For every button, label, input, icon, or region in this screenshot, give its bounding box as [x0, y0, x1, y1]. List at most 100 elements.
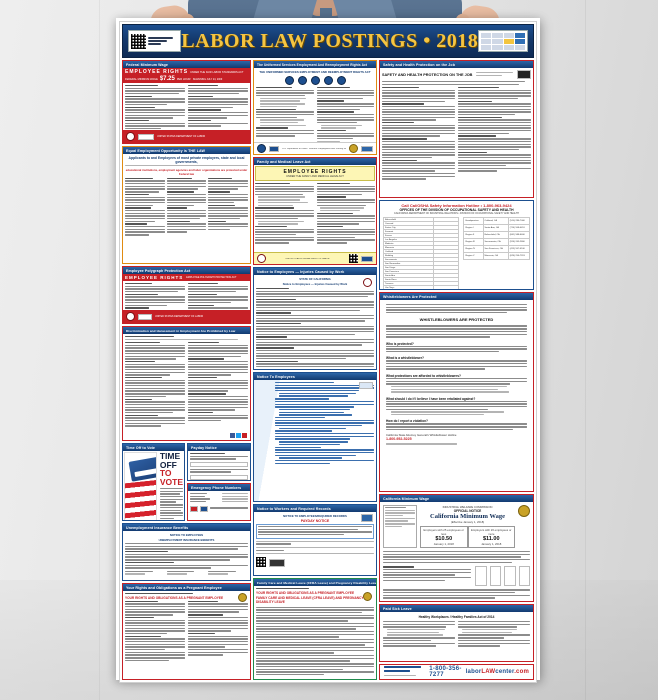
revision-table-badge [478, 30, 528, 52]
employee-rights-banner: EMPLOYEE RIGHTS [125, 69, 189, 75]
section-pregnant-employee-rights[interactable]: Your Rights and Obligations as a Pregnan… [122, 583, 251, 680]
region-phone: (626) 256-7913 [507, 252, 531, 260]
district-office-detail [432, 285, 460, 289]
cfra-subtitle-1: YOUR RIGHTS AND OBLIGATIONS AS A PREGNAN… [256, 590, 355, 595]
official-notice-heading: OFFICIAL NOTICE [453, 509, 482, 513]
wall-seam [99, 0, 100, 700]
section-calosha-district-offices[interactable]: Call Cal/OSHA Safety Information Hotline… [379, 200, 534, 290]
company-logo [384, 665, 422, 677]
section-paid-sick-leave[interactable]: Paid Sick Leave Healthy Workplaces / Hea… [379, 604, 534, 662]
minimum-wage-effective: (Effective January 1, 2018) [450, 520, 485, 524]
section-unemployment-insurance-benefits[interactable]: Unemployment Insurance Benefits NOTICE T… [122, 523, 251, 581]
marines-seal-icon [310, 76, 320, 85]
section-title: Notice To Employees [254, 373, 376, 380]
section-whistleblowers-are-protected[interactable]: Whistleblowers Are Protected WHISTLEBLOW… [379, 292, 534, 492]
section-notice-to-workers-records[interactable]: Notice to Workers and Required Records N… [253, 504, 377, 576]
eeo-subtitle-2: educational institutions, employment age… [125, 167, 248, 176]
footer-url[interactable]: laborLAWcenter.com [465, 668, 529, 675]
fmla-footer: UNITED STATES DEPARTMENT OF LABOR [285, 257, 330, 260]
region-name: Region I [463, 224, 484, 232]
army-seal-icon [284, 76, 294, 85]
district-office-row: Van Nuys [383, 285, 460, 289]
dol-seal-icon [126, 312, 135, 321]
section-title: Time Off to Vote [123, 444, 184, 451]
eeo-subtitle: Applicants to and Employees of most priv… [128, 156, 245, 164]
calosha-subtitle-2: CALIFORNIA DEPARTMENT OF INDUSTRIAL RELA… [393, 212, 520, 215]
vets-seal-icon [349, 144, 358, 153]
section-title: Equal Employment Opportunity is THE LAW [123, 147, 250, 154]
flag-stripes [125, 478, 156, 520]
section-title: Paid Sick Leave [380, 605, 533, 612]
hotline-label: California State Attorney General's Whis… [386, 433, 457, 438]
qr-code-icon [256, 557, 266, 568]
wage-per-hour-label: PER HOUR [176, 77, 191, 81]
section-title: Unemployment Insurance Benefits [123, 524, 250, 531]
footer-phone[interactable]: 1-800-356-7277 [429, 665, 462, 678]
whistleblower-question-1: Who is protected? [386, 341, 414, 346]
section-cfra-pregnancy-disability-leave[interactable]: Family Care and Medical Leave (CFRA Leav… [253, 578, 377, 680]
section-federal-minimum-wage[interactable]: Federal Minimum Wage EMPLOYEE RIGHTS UND… [122, 60, 251, 144]
section-time-off-to-vote[interactable]: Time Off to Vote TIME OFF TO VOTE [122, 443, 185, 521]
injury-subtitle-1: STATE OF CALIFORNIA [299, 277, 331, 281]
product-number-badge [128, 30, 182, 52]
section-title: Family Care and Medical Leave (CFRA Leav… [254, 579, 376, 586]
calosha-logo [517, 70, 531, 79]
section-employee-polygraph-protection-act[interactable]: Employee Polygraph Protection Act EMPLOY… [122, 266, 251, 324]
region-city: Monrovia, CA [482, 252, 509, 260]
section-title: California Minimum Wage [380, 495, 533, 502]
workers-subtitle-1: NOTICE TO EMPLOYEES/REQUIRED RECORDS [283, 514, 347, 518]
whd-logo [138, 133, 154, 140]
whistleblower-question-3: What protections are afforded to whistle… [386, 373, 461, 378]
section-title: Notice to Workers and Required Records [254, 505, 376, 512]
section-userra[interactable]: The Uniformed Services Employment And Re… [253, 60, 377, 155]
facebook-icon[interactable] [230, 433, 235, 438]
section-safety-health-protection[interactable]: Safety and Health Protection on the Job … [379, 60, 534, 198]
pregnancy-subtitle: YOUR RIGHTS AND OBLIGATIONS AS A PREGNAN… [125, 595, 224, 600]
calosha-hotline: Call Cal/OSHA Safety Information Hotline… [401, 203, 512, 208]
section-equal-employment-opportunity[interactable]: Equal Employment Opportunity is THE LAW … [122, 146, 251, 264]
section-title: Discrimination and Harassment in Employm… [123, 327, 250, 334]
banner-subtitle: UNDER THE FAIR LABOR STANDARDS ACT [190, 70, 244, 74]
payday-notice-heading: PAYDAY NOTICE [300, 519, 330, 523]
labor-law-poster[interactable]: LABOR LAW POSTINGS • 2018 Federal Minimu… [116, 18, 540, 683]
section-emergency-phone-numbers[interactable]: Emergency Phone Numbers [187, 483, 251, 521]
psl-heading: Healthy Workplaces / Healthy Families Ac… [418, 615, 495, 619]
region-row: Region I Santa Ana, CA (714) 558-4451 [463, 224, 531, 232]
twitter-icon[interactable] [236, 433, 241, 438]
whistleblower-question-5: How do I report a violation? [386, 419, 428, 424]
banner-subtitle: EMPLOYEE POLYGRAPH PROTECTION ACT [186, 276, 237, 279]
injury-subtitle-3: Notice to Employees — Injuries Caused by… [282, 282, 348, 286]
banner-subtitle: UNDER THE FAMILY AND MEDICAL LEAVE ACT [286, 175, 344, 178]
userra-footer: U.S. Department of Labor / Veterans' Emp… [282, 147, 346, 150]
qr-code-icon [349, 254, 358, 263]
minimum-wage-heading: California Minimum Wage [430, 513, 505, 520]
region-city: Bakersfield, CA [482, 231, 509, 239]
district-office-name: Van Nuys [383, 285, 434, 289]
region-phone: (916) 263-2800 [507, 238, 531, 246]
region-row: Headquarters Oakland, CA (510) 286-7000 [463, 217, 531, 225]
region-phone: (661) 588-6400 [507, 231, 531, 239]
iwc-agency: INDUSTRIAL WELFARE COMMISSION [442, 505, 493, 509]
section-title: Safety and Health Protection on the Job [380, 61, 533, 68]
google-plus-icon[interactable] [242, 433, 247, 438]
section-family-medical-leave-act[interactable]: Family and Medical Leave Act EMPLOYEE RI… [253, 157, 377, 265]
region-name: Headquarters [463, 217, 484, 225]
region-name: Region III [463, 238, 484, 246]
section-notice-to-employees[interactable]: Notice To Employees [253, 372, 377, 502]
section-discrimination-harassment[interactable]: Discrimination and Harassment in Employm… [122, 326, 251, 441]
dol-seal-icon [257, 144, 266, 153]
section-california-minimum-wage[interactable]: California Minimum Wage INDUSTRIAL WELFA… [379, 494, 534, 602]
section-title: Your Rights and Obligations as a Pregnan… [123, 584, 250, 591]
ui-subtitle-2: UNEMPLOYMENT INSURANCE BENEFITS [158, 538, 215, 542]
region-phone: (510) 286-7000 [507, 217, 531, 225]
whistleblower-question-4: What should I do if I believe I have bee… [386, 396, 476, 401]
region-row: Region III Sacramento, CA (916) 263-2800 [463, 238, 531, 246]
navy-seal-icon [297, 76, 307, 85]
wage-row-large-employer: Employers with 26 employees or more $11.… [467, 526, 515, 548]
dol-footer-bar: UNITED STATES DEPARTMENT OF LABOR [123, 310, 250, 323]
ballot-box-icon [128, 456, 156, 482]
section-notice-to-employees-injuries[interactable]: Notice to Employees — Injuries Caused by… [253, 267, 377, 370]
fmla-employee-rights-box: EMPLOYEE RIGHTS UNDER THE FAMILY AND MED… [255, 166, 375, 181]
section-payday-notice[interactable]: Payday Notice [187, 443, 251, 481]
